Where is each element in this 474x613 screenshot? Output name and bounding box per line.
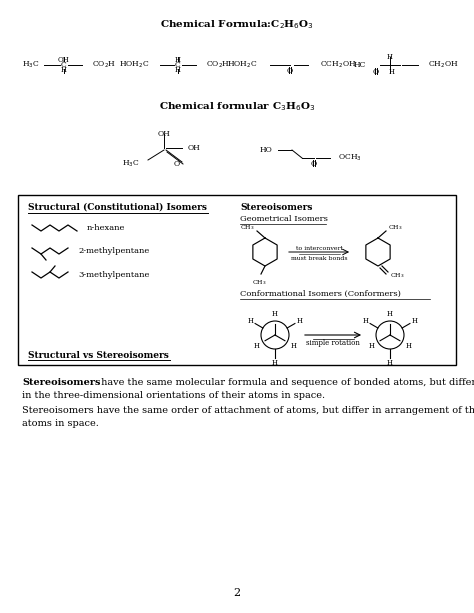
Text: Stereoisomers: Stereoisomers xyxy=(240,203,312,212)
Text: CCH$_2$OH: CCH$_2$OH xyxy=(320,59,356,70)
Text: Chemical formular C$_3$H$_6$O$_3$: Chemical formular C$_3$H$_6$O$_3$ xyxy=(159,100,315,113)
Text: OH: OH xyxy=(188,144,201,152)
Text: 3-methylpentane: 3-methylpentane xyxy=(78,271,149,279)
Text: H: H xyxy=(405,341,411,349)
Text: OCH$_3$: OCH$_3$ xyxy=(338,153,362,163)
Text: H$_3$C: H$_3$C xyxy=(122,159,140,169)
Text: OH: OH xyxy=(58,56,70,64)
Text: HC: HC xyxy=(354,61,366,69)
Text: CH$_3$: CH$_3$ xyxy=(388,224,402,232)
Text: n-hexane: n-hexane xyxy=(87,224,126,232)
Text: atoms in space.: atoms in space. xyxy=(22,419,99,428)
Text: have the same molecular formula and sequence of bonded atoms, but differ only: have the same molecular formula and sequ… xyxy=(98,378,474,387)
Text: O: O xyxy=(174,160,180,168)
Text: H: H xyxy=(387,53,393,61)
Text: H: H xyxy=(369,341,375,349)
Text: to interconvert: to interconvert xyxy=(296,245,342,251)
Text: CO$_2$H: CO$_2$H xyxy=(92,59,116,70)
Text: OH: OH xyxy=(158,130,170,138)
Text: 2: 2 xyxy=(233,588,241,598)
Text: Conformational Isomers (Conformers): Conformational Isomers (Conformers) xyxy=(240,290,401,298)
Text: CH$_3$: CH$_3$ xyxy=(252,278,266,287)
Text: Structural (Constitutional) Isomers: Structural (Constitutional) Isomers xyxy=(28,203,207,212)
Text: C: C xyxy=(175,61,181,69)
Text: HO: HO xyxy=(259,146,272,154)
Text: C: C xyxy=(61,61,67,69)
Text: HOH$_2$C: HOH$_2$C xyxy=(119,59,150,70)
Text: H: H xyxy=(248,317,254,325)
Text: simple rotation: simple rotation xyxy=(306,339,360,347)
Text: O: O xyxy=(287,67,293,75)
Text: H$_3$C: H$_3$C xyxy=(22,59,40,70)
Text: H: H xyxy=(61,66,67,74)
Text: must break bonds: must break bonds xyxy=(291,256,347,262)
Text: in the three-dimensional orientations of their atoms in space.: in the three-dimensional orientations of… xyxy=(22,391,325,400)
Text: H: H xyxy=(175,66,181,74)
Text: CH$_2$OH: CH$_2$OH xyxy=(428,59,459,70)
Bar xyxy=(18,195,456,365)
Text: Stereoisomers have the same order of attachment of atoms, but differ in arrangem: Stereoisomers have the same order of att… xyxy=(22,406,474,415)
Text: Stereoisomers: Stereoisomers xyxy=(22,378,100,387)
Text: H: H xyxy=(411,317,417,325)
Text: CO$_2$H: CO$_2$H xyxy=(206,59,230,70)
Text: H: H xyxy=(387,359,393,367)
Text: 2-methylpentane: 2-methylpentane xyxy=(78,247,149,255)
Text: HOH$_2$C: HOH$_2$C xyxy=(228,59,258,70)
Text: Structural vs Stereoisomers: Structural vs Stereoisomers xyxy=(28,351,169,360)
Text: Geometrical Isomers: Geometrical Isomers xyxy=(240,215,328,223)
Text: CH$_3$: CH$_3$ xyxy=(390,272,405,281)
Text: H: H xyxy=(389,68,395,76)
Text: O: O xyxy=(373,68,379,76)
Text: H: H xyxy=(254,341,260,349)
Text: H: H xyxy=(290,341,296,349)
Text: CH$_3$: CH$_3$ xyxy=(240,224,255,232)
Text: H: H xyxy=(363,317,369,325)
Text: H: H xyxy=(175,56,181,64)
Text: H: H xyxy=(387,310,393,318)
Text: H: H xyxy=(296,317,302,325)
Text: O: O xyxy=(311,160,317,168)
Text: H: H xyxy=(272,359,278,367)
Text: H: H xyxy=(272,310,278,318)
Text: Chemical Formula:C$_2$H$_6$O$_3$: Chemical Formula:C$_2$H$_6$O$_3$ xyxy=(160,18,314,31)
